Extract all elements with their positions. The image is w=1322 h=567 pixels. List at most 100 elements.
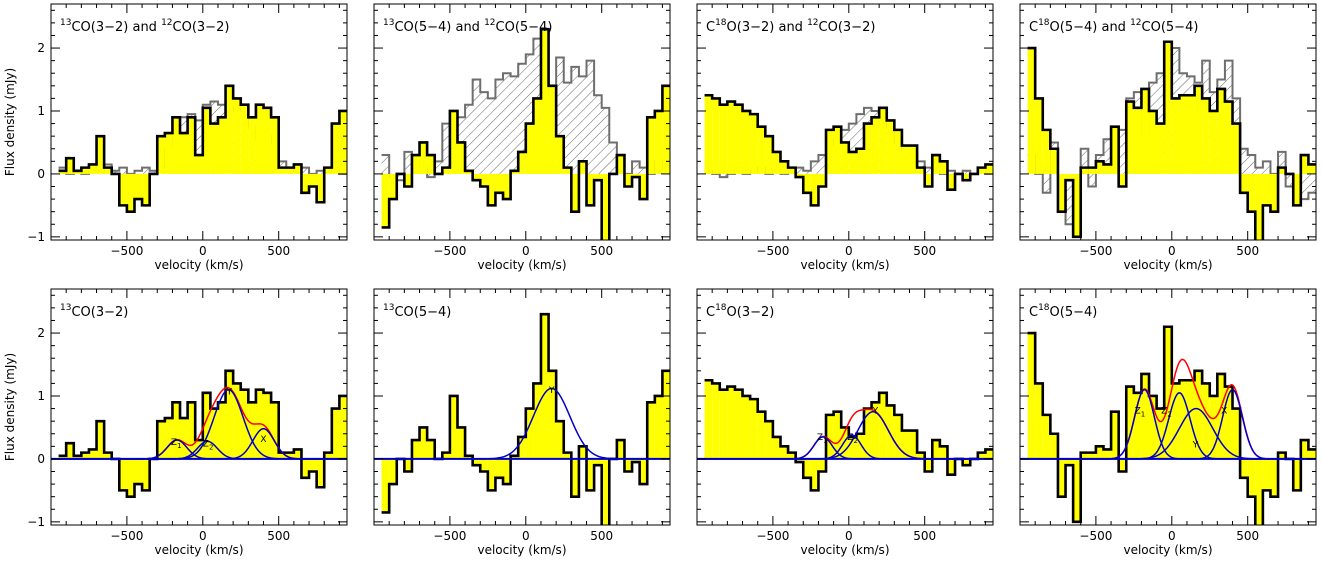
panel-4: −500 0 500 velocity (km/s) C18O(5−4) and 12C… [1019,3,1317,272]
panel-title: C18O(5−4) and 12CO(5−4) [1029,18,1198,35]
flux-bar [1133,392,1142,459]
flux-bar [1156,408,1165,459]
flux-bar [119,173,127,206]
plot-area [381,27,670,240]
flux-bar [134,458,143,485]
flux-bar [647,402,655,459]
flux-bar [1186,95,1195,174]
flux-bar [795,173,804,178]
panel-title: 13CO(3−2) [60,303,128,320]
flux-bar [331,123,340,174]
flux-bar [909,145,918,174]
panel-frame [50,288,348,526]
x-tick-label: −500 [1079,529,1112,543]
flux-bar [788,167,796,174]
component-label: Y [226,388,233,398]
flux-bar [1057,458,1066,497]
component-label: Z2 [1161,407,1172,419]
flux-bar [263,392,272,459]
panel-6: Y −500 0 500 velocity (km/s) 13CO(5−4) [373,288,671,557]
flux-bar [164,418,173,459]
panel-frame [373,3,671,241]
flux-bar [1262,173,1271,206]
component-label: Y [872,407,879,417]
flux-bar [879,107,887,174]
flux-bar [540,314,549,459]
flux-bar [278,167,287,174]
flux-bar [331,408,340,459]
flux-bar [487,458,496,491]
component-label: X [1221,407,1227,417]
flux-bar [757,126,766,174]
flux-bar [510,170,519,174]
flux-bar [563,167,572,174]
flux-bar [411,155,420,174]
primary-series-line [1027,40,1316,240]
flux-bar [932,155,940,174]
flux-bar [1171,98,1180,174]
flux-bar [818,458,827,472]
flux-bar [442,167,450,174]
x-axis-title: velocity (km/s) [154,543,243,557]
flux-bar [788,452,796,459]
flux-bar [594,458,602,466]
flux-bar [985,449,993,459]
flux-bar [719,389,728,459]
flux-bar [1255,173,1263,240]
flux-bar [1255,458,1263,525]
flux-bar [632,458,640,463]
flux-bar [704,95,713,174]
panel-3: −500 0 500 velocity (km/s) C18O(3−2) and 12C… [696,3,994,272]
panel-5: Z1 Z2 Y X −500 0 500 −1 0 1 2 velocity (km/s) 13CO(3… [27,288,348,557]
flux-bar [563,452,572,459]
panel-title: C18O(5−4) [1029,303,1097,320]
flux-bar [1149,110,1157,174]
flux-bar [389,458,397,485]
flux-bar [225,85,234,174]
flux-bar [1171,383,1180,459]
flux-bar [578,446,587,459]
flux-bar [316,458,325,488]
x-tick-label: 0 [1168,529,1176,543]
flux-bar [1308,449,1316,459]
flux-bar [712,98,720,174]
flux-bar [1300,155,1309,174]
flux-bar [518,151,526,174]
flux-bar [848,436,857,459]
flux-bar [654,110,663,174]
flux-bar [894,129,902,174]
flux-bar [210,408,218,459]
component-label: Z1 [817,433,828,445]
x-axis-title: velocity (km/s) [477,258,566,272]
flux-bar [510,455,519,459]
flux-bar [465,455,473,459]
flux-bar [339,110,347,174]
flux-bar [772,436,781,459]
flux-bar [58,170,67,174]
y-tick-label: 2 [37,326,45,340]
flux-bar [727,386,735,459]
flux-bar [126,458,135,497]
x-tick-label: 500 [590,244,613,258]
y-axis-title-bottom-row: Flux density (mJy) [3,353,17,461]
x-tick-label: 0 [199,529,207,543]
x-tick-label: −500 [756,529,789,543]
plot-area [1027,40,1316,240]
component-label: Z1 [1135,407,1146,419]
y-tick-label: 1 [37,104,45,118]
flux-bar [142,173,150,206]
component-label: Y [1192,441,1199,451]
flux-bar [1278,167,1286,174]
flux-bar [734,104,743,174]
flux-bar [73,170,82,174]
flux-bar [58,455,67,459]
flux-bar [833,411,842,459]
flux-bar [795,458,804,463]
flux-bar [1202,383,1210,459]
flux-bar [1217,88,1225,174]
flux-bar [195,155,203,174]
flux-bar [1232,408,1241,459]
flux-bar [1118,173,1127,187]
flux-bar [1217,373,1225,459]
